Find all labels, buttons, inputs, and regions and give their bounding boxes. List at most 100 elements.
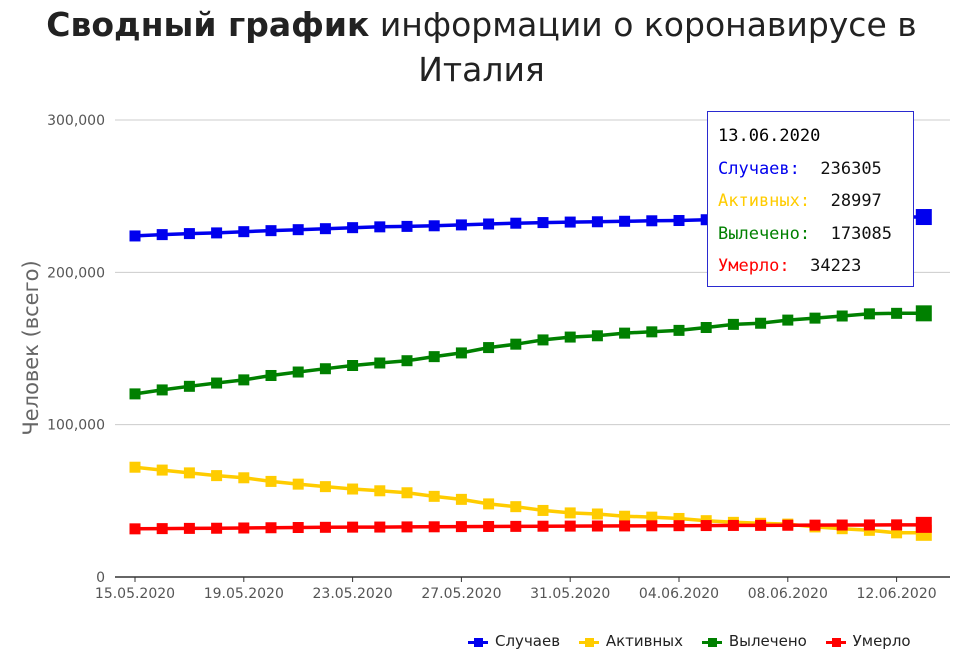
data-point	[347, 521, 359, 533]
data-point	[755, 317, 767, 329]
data-point	[238, 226, 250, 238]
data-point	[619, 327, 631, 339]
data-point	[700, 322, 712, 334]
data-point	[483, 342, 495, 354]
data-point	[455, 493, 467, 505]
data-point	[428, 490, 440, 502]
data-point	[374, 485, 386, 497]
data-point	[915, 305, 932, 322]
data-point	[537, 217, 549, 229]
data-point	[401, 521, 413, 533]
data-point	[211, 470, 223, 482]
data-point	[863, 519, 875, 531]
data-point	[238, 472, 250, 484]
data-point	[211, 227, 223, 239]
data-point	[863, 308, 875, 320]
data-point	[564, 520, 576, 532]
series-2	[129, 305, 932, 400]
tooltip-value: 28997	[830, 191, 882, 212]
data-point	[428, 521, 440, 533]
data-point	[510, 217, 522, 229]
data-point	[809, 519, 821, 531]
y-axis-label: Человек (всего)	[19, 260, 43, 435]
data-point	[809, 312, 821, 324]
data-point	[619, 510, 631, 522]
tooltip-value: 173085	[830, 223, 893, 244]
data-point	[700, 520, 712, 532]
data-point	[374, 521, 386, 533]
legend-item-cases[interactable]: Случаев	[468, 632, 560, 650]
data-point	[510, 501, 522, 513]
tooltip-label: Случаев:	[718, 158, 800, 179]
data-point	[646, 511, 658, 523]
tooltip-label: Умерло:	[718, 256, 790, 277]
tooltip-row-cases: Случаев: 236305	[718, 158, 913, 191]
data-point	[836, 519, 848, 531]
x-tick-label: 27.05.2020	[421, 586, 501, 602]
data-point	[891, 307, 903, 319]
data-point	[591, 330, 603, 342]
tooltip-value: 34223	[810, 256, 862, 277]
data-point	[292, 478, 304, 490]
legend-label: Активных	[605, 632, 684, 650]
data-point	[646, 520, 658, 532]
legend-item-recovered[interactable]: Вылечено	[701, 632, 807, 650]
data-point	[319, 363, 331, 375]
data-point	[619, 215, 631, 227]
series-line	[134, 465, 924, 535]
data-point	[347, 360, 359, 372]
legend-swatch	[701, 636, 722, 648]
data-point	[401, 355, 413, 367]
series-line	[134, 311, 924, 396]
data-point	[891, 527, 903, 539]
data-point	[836, 310, 848, 322]
data-point	[156, 523, 168, 535]
data-point	[292, 522, 304, 534]
data-point	[265, 475, 277, 487]
y-tick-label: 300,000	[47, 113, 105, 129]
data-point	[428, 220, 440, 232]
chart-title-bold: Сводный график	[46, 5, 370, 44]
x-tick-label: 23.05.2020	[313, 586, 393, 602]
data-point	[183, 522, 195, 534]
data-point	[483, 498, 495, 510]
x-tick-labels: 15.05.2020 19.05.2020 23.05.2020 27.05.2020…	[95, 586, 937, 602]
tooltip-row-recovered: Вылечено: 173085	[718, 223, 913, 256]
y-tick-label: 0	[96, 570, 105, 586]
data-point	[319, 481, 331, 493]
tooltip-label: Вылечено:	[718, 223, 811, 244]
x-tick-label: 31.05.2020	[530, 586, 610, 602]
data-point	[374, 357, 386, 369]
data-point	[347, 222, 359, 234]
tooltip: 13.06.2020 Случаев: 236305 Активных: 289…	[707, 111, 914, 287]
data-point	[156, 384, 168, 396]
data-point	[619, 520, 631, 532]
legend-item-active[interactable]: Активных	[578, 632, 684, 650]
legend: Случаев Активных Вылечено Умерло	[468, 632, 911, 654]
data-point	[374, 221, 386, 233]
data-point	[564, 331, 576, 343]
data-point	[755, 519, 767, 531]
data-point	[673, 520, 685, 532]
data-point	[510, 338, 522, 350]
tooltip-value: 236305	[820, 158, 882, 179]
data-point	[915, 516, 932, 533]
data-point	[401, 220, 413, 232]
data-point	[211, 377, 223, 389]
data-point	[183, 228, 195, 240]
data-point	[156, 229, 168, 241]
data-point	[483, 218, 495, 230]
legend-swatch	[468, 636, 488, 648]
x-tick-label: 04.06.2020	[639, 586, 719, 602]
data-point	[238, 522, 250, 534]
data-point	[483, 521, 495, 533]
data-point	[537, 334, 549, 346]
x-tick-label: 12.06.2020	[857, 586, 937, 602]
data-point	[428, 351, 440, 363]
legend-swatch	[578, 636, 599, 648]
legend-item-deaths[interactable]: Умерло	[825, 632, 911, 650]
data-point	[891, 519, 903, 531]
data-point	[455, 521, 467, 533]
tooltip-date: 13.06.2020	[718, 126, 821, 146]
